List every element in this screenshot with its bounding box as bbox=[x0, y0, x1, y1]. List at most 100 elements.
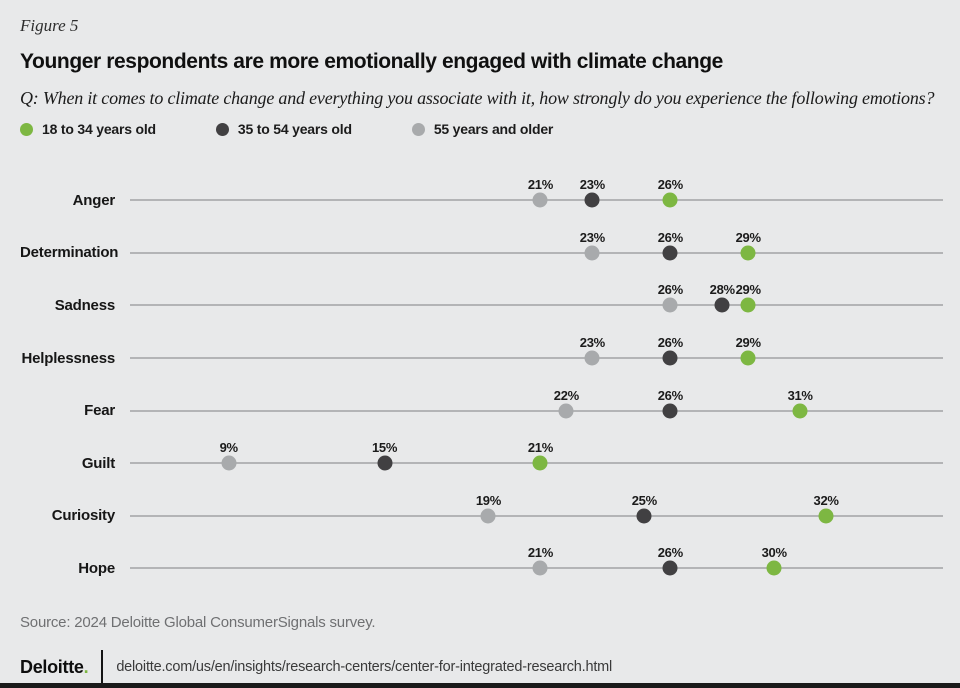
source-note: Source: 2024 Deloitte Global ConsumerSig… bbox=[20, 614, 376, 631]
data-dot bbox=[636, 508, 652, 524]
data-dot bbox=[662, 403, 678, 419]
legend-dot-icon bbox=[20, 122, 33, 136]
value-label: 9% bbox=[219, 440, 239, 456]
category-label: Curiosity bbox=[51, 507, 115, 525]
data-dot bbox=[584, 245, 600, 261]
data-dot bbox=[662, 245, 678, 261]
value-label: 23% bbox=[579, 335, 605, 351]
category-label: Anger bbox=[72, 191, 116, 209]
data-dot bbox=[714, 297, 730, 313]
legend-dot-icon bbox=[215, 122, 229, 136]
row-track: 21% 26% 30% bbox=[130, 542, 943, 595]
value-label: 29% bbox=[735, 335, 761, 351]
value-label: 25% bbox=[631, 492, 657, 508]
data-dot bbox=[740, 245, 756, 261]
deloitte-logo: Deloitte. bbox=[20, 656, 89, 678]
value-label: 32% bbox=[813, 492, 839, 508]
legend-dot-icon bbox=[411, 122, 425, 136]
data-dot bbox=[818, 508, 834, 524]
value-label: 29% bbox=[735, 229, 761, 245]
data-dot bbox=[584, 350, 600, 366]
category-label: Determination bbox=[20, 244, 119, 262]
chart-row: Helplessness 23% 26% 29% bbox=[20, 332, 943, 385]
category-label: Helplessness bbox=[21, 349, 116, 367]
row-line bbox=[130, 409, 943, 412]
row-track: 22% 26% 31% bbox=[130, 384, 943, 437]
chart-row: Fear 22% 26% 31% bbox=[20, 384, 943, 437]
value-label: 21% bbox=[527, 177, 553, 193]
row-line bbox=[130, 251, 943, 254]
legend-item-0: 18 to 34 years old bbox=[20, 121, 156, 137]
value-label: 26% bbox=[657, 545, 683, 561]
value-label: 23% bbox=[579, 177, 605, 193]
data-dot bbox=[766, 560, 782, 576]
value-label: 31% bbox=[787, 387, 813, 403]
data-dot bbox=[532, 455, 548, 471]
legend-item-2: 55 years and older bbox=[411, 121, 554, 137]
footer: Deloitte. deloitte.com/us/en/insights/re… bbox=[20, 649, 612, 685]
category-label: Fear bbox=[84, 402, 115, 420]
data-dot bbox=[480, 508, 496, 524]
data-dot bbox=[792, 403, 808, 419]
chart-row: Determination 23% 26% 29% bbox=[20, 227, 943, 280]
value-label: 22% bbox=[553, 387, 579, 403]
row-track: 26% 28% 29% bbox=[130, 279, 943, 332]
value-label: 23% bbox=[579, 229, 605, 245]
data-dot bbox=[377, 455, 393, 471]
row-track: 9% 15% 21% bbox=[130, 437, 943, 490]
chart-row: Anger 21% 23% 26% bbox=[20, 174, 943, 227]
value-label: 28% bbox=[709, 282, 735, 298]
legend-label: 55 years and older bbox=[433, 121, 554, 137]
row-track: 21% 23% 26% bbox=[130, 174, 943, 227]
data-dot bbox=[584, 192, 600, 208]
value-label: 26% bbox=[657, 282, 683, 298]
value-label: 26% bbox=[657, 177, 683, 193]
data-dot bbox=[740, 350, 756, 366]
data-dot bbox=[532, 192, 548, 208]
brand-period: . bbox=[83, 656, 89, 677]
data-dot bbox=[740, 297, 756, 313]
value-label: 21% bbox=[527, 440, 553, 456]
value-label: 26% bbox=[657, 229, 683, 245]
legend-item-1: 35 to 54 years old bbox=[215, 121, 352, 137]
dot-plot-chart: Anger 21% 23% 26% Determination 23% 26% 29% Sadn… bbox=[20, 174, 943, 595]
chart-row: Sadness 26% 28% 29% bbox=[20, 279, 943, 332]
data-dot bbox=[558, 403, 574, 419]
row-track: 23% 26% 29% bbox=[130, 227, 943, 280]
chart-row: Guilt 9% 15% 21% bbox=[20, 437, 943, 490]
row-track: 19% 25% 32% bbox=[130, 490, 943, 543]
value-label: 21% bbox=[527, 545, 553, 561]
brand-text: Deloitte bbox=[20, 656, 84, 677]
category-label: Hope bbox=[78, 559, 115, 577]
survey-question: Q: When it comes to climate change and e… bbox=[20, 88, 935, 108]
value-label: 30% bbox=[761, 545, 787, 561]
value-label: 29% bbox=[735, 282, 761, 298]
figure-label: Figure 5 bbox=[20, 16, 79, 35]
value-label: 19% bbox=[475, 492, 501, 508]
row-line bbox=[130, 514, 943, 517]
data-dot bbox=[662, 560, 678, 576]
data-dot bbox=[221, 455, 237, 471]
legend: 18 to 34 years old 35 to 54 years old 55 y… bbox=[20, 121, 613, 137]
footer-divider bbox=[101, 650, 104, 684]
data-dot bbox=[662, 350, 678, 366]
footer-url: deloitte.com/us/en/insights/research-cen… bbox=[116, 659, 613, 675]
category-label: Sadness bbox=[54, 296, 116, 314]
category-label: Guilt bbox=[81, 454, 115, 472]
data-dot bbox=[662, 297, 678, 313]
data-dot bbox=[662, 192, 678, 208]
legend-label: 35 to 54 years old bbox=[237, 121, 352, 137]
row-track: 23% 26% 29% bbox=[130, 332, 943, 385]
value-label: 26% bbox=[657, 387, 683, 403]
chart-row: Curiosity 19% 25% 32% bbox=[20, 490, 943, 543]
bottom-rule bbox=[0, 683, 960, 688]
row-line bbox=[130, 357, 943, 360]
value-label: 15% bbox=[371, 440, 398, 456]
chart-title: Younger respondents are more emotionally… bbox=[20, 50, 723, 73]
row-line bbox=[130, 304, 943, 307]
legend-label: 18 to 34 years old bbox=[42, 121, 156, 137]
chart-row: Hope 21% 26% 30% bbox=[20, 542, 943, 595]
value-label: 26% bbox=[657, 335, 683, 351]
data-dot bbox=[532, 560, 548, 576]
